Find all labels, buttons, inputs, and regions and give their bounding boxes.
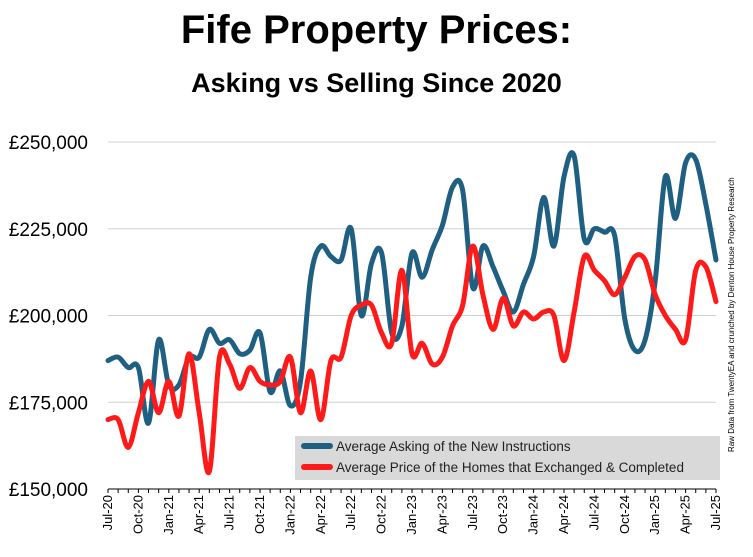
- x-tick-label: Jan-25: [647, 495, 662, 535]
- chart-title: Fife Property Prices:: [180, 8, 573, 52]
- legend: Average Asking of the New Instructions A…: [295, 436, 720, 480]
- x-tick-label: Oct-24: [617, 495, 632, 534]
- x-tick-label: Oct-23: [495, 495, 510, 534]
- y-tick-label: £150,000: [9, 480, 88, 501]
- series-line-asking: [105, 150, 719, 426]
- x-tick-label: Apr-23: [434, 495, 449, 534]
- x-tick-label: Apr-21: [191, 495, 206, 534]
- x-tick-label: Jul-20: [100, 495, 115, 530]
- x-tick-label: Jan-23: [404, 495, 419, 535]
- x-tick-label: Apr-25: [678, 495, 693, 534]
- legend-label-asking: Average Asking of the New Instructions: [336, 439, 571, 454]
- y-axis: £150,000 £175,000 £200,000 £225,000 £250,000: [9, 133, 88, 501]
- x-tick-label: Oct-20: [130, 495, 145, 534]
- x-tick-label: Apr-22: [313, 495, 328, 534]
- x-tick-label: Jan-24: [526, 495, 541, 535]
- y-tick-label: £175,000: [9, 393, 88, 414]
- x-axis: Jul-20 Oct-20 Jan-21 Apr-21 Jul-21 Oct-21 Jan-…: [100, 488, 723, 535]
- y-tick-label: £225,000: [9, 220, 88, 241]
- x-tick-label: Oct-22: [374, 495, 389, 534]
- x-tick-label: Jan-22: [282, 495, 297, 535]
- x-tick-label: Jul-25: [708, 495, 723, 530]
- series-lines: [105, 150, 719, 476]
- legend-label-selling: Average Price of the Homes that Exchange…: [336, 460, 684, 475]
- x-tick-label: Jul-23: [465, 495, 480, 530]
- series-line-selling: [105, 243, 719, 476]
- x-tick-label: Jul-22: [343, 495, 358, 530]
- source-note: Raw Data from TwentyEA and crunched by D…: [727, 177, 736, 452]
- x-tick-label: Jan-21: [161, 495, 176, 535]
- y-tick-label: £250,000: [9, 133, 88, 154]
- x-tick-label: Jul-24: [586, 495, 601, 530]
- legend-background: [295, 436, 720, 480]
- x-tick-label: Oct-21: [252, 495, 267, 534]
- x-tick-label: Jul-21: [222, 495, 237, 530]
- x-tick-label: Apr-24: [556, 495, 571, 534]
- chart-subtitle: Asking vs Selling Since 2020: [191, 68, 562, 98]
- y-tick-label: £200,000: [9, 307, 88, 328]
